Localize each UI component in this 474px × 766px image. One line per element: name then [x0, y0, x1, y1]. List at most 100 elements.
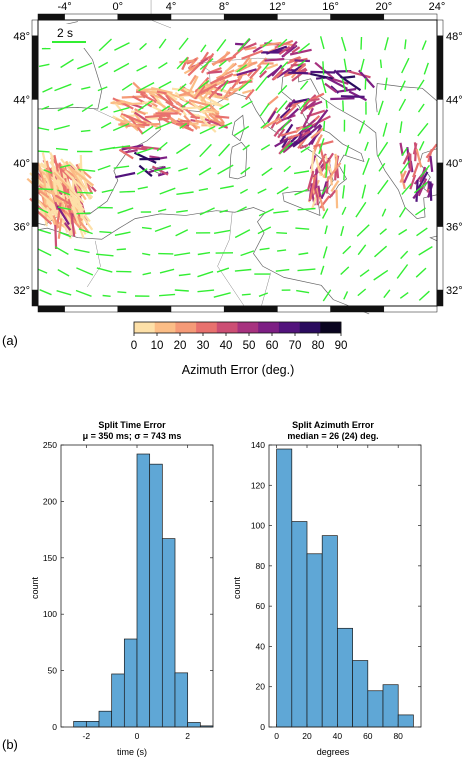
grid-stick-2-38.29999999999999	[137, 186, 148, 190]
stick-c4-32	[317, 185, 322, 198]
frame-bottom-seg	[223, 305, 278, 313]
stick-c3-52	[310, 98, 320, 102]
stick-c5-8	[258, 70, 268, 79]
grid-stick-2-33.1	[142, 272, 152, 276]
grid-stick-5-34.4	[174, 252, 191, 257]
stick-c3-7	[267, 95, 279, 106]
grid-stick-5-39.59999999999999	[178, 167, 188, 172]
y-tick-label: 40	[256, 641, 266, 651]
grid-stick-20-40.899999999999984	[377, 141, 389, 158]
hist-bar-2	[306, 553, 323, 728]
stick-c1-89	[135, 90, 146, 94]
stick-c6-5	[314, 61, 335, 80]
frame-top-seg	[64, 13, 119, 21]
grid-stick-18.5-42.19999999999998	[358, 120, 366, 134]
hist2-subtitle: median = 26 (24) deg.	[287, 431, 378, 441]
grid-stick-3.5-43.49999999999998	[161, 105, 171, 112]
histogram-1: -2 0 2 0 50 100 150 200 250	[43, 440, 214, 741]
grid-stick-8-42.19999999999998	[218, 122, 233, 130]
grid-stick-20-44.799999999999976	[384, 77, 388, 91]
stick-c9-6	[121, 145, 148, 151]
stick-c5-49	[274, 39, 294, 49]
grid-stick-0.5-34.4	[116, 248, 126, 251]
colorbar-tick-label: 60	[266, 340, 279, 352]
frame-right-seg	[436, 19, 444, 37]
stick-c5-28	[232, 47, 244, 58]
grid-stick-20-42.19999999999998	[382, 122, 388, 137]
border-3	[261, 272, 271, 307]
grid-stick-18.5-46.09999999999997	[359, 58, 365, 73]
grid-stick--2.5-35.699999999999996	[78, 228, 93, 235]
grid-stick-17-43.49999999999998	[342, 100, 344, 112]
stick-c5-45	[259, 41, 282, 47]
island-1	[231, 114, 245, 142]
lat-tick-label-right: 48°	[446, 31, 463, 43]
stick-c5-48	[282, 40, 298, 58]
y-tick-label: 0	[260, 722, 265, 732]
stick-c2-52	[228, 79, 237, 84]
grid-stick--1-33.1	[96, 267, 113, 273]
stick-c3-39	[284, 101, 292, 111]
grid-stick-5-40.899999999999984	[176, 143, 191, 155]
stick-c1-69	[210, 87, 229, 93]
colorbar-tick-label: 70	[289, 340, 302, 352]
grid-stick-0.5-31.8	[117, 291, 127, 294]
grid-stick-6.5-44.799999999999976	[198, 80, 210, 90]
grid-stick-8-44.799999999999976	[220, 80, 229, 92]
stick-c2-37	[181, 56, 190, 71]
stick-c3-44	[292, 98, 310, 104]
grid-stick-17-44.799999999999976	[341, 78, 347, 93]
x-tick-label: 2	[185, 731, 190, 741]
frame-right-seg	[436, 226, 444, 291]
stick-c5-23	[266, 68, 279, 79]
stick-c2-55	[199, 83, 218, 95]
grid-stick-12.5-36.99999999999999	[273, 210, 289, 214]
stick-c5-43	[297, 63, 306, 71]
stick-c2-32	[217, 79, 229, 90]
stick-c5-4	[242, 42, 257, 50]
grid-stick-18.5-39.59999999999999	[362, 157, 370, 175]
stick-c2-23	[189, 74, 197, 85]
stick-c5-1	[291, 68, 308, 82]
stick-c5-47	[241, 49, 263, 60]
grid-stick--1-38.29999999999999	[101, 189, 114, 193]
grid-stick-6.5-42.19999999999998	[199, 125, 216, 135]
grid-stick-20-47.39999999999997	[384, 37, 389, 51]
hist2-ylabel: count	[232, 576, 242, 599]
stick-c6-11	[310, 72, 335, 81]
frame-bottom-seg	[37, 305, 65, 313]
stick-c0-117	[76, 165, 92, 180]
hist-bar-0	[73, 721, 87, 728]
grid-stick-23-40.899999999999984	[418, 140, 425, 151]
hist1-ylabel: count	[30, 576, 40, 599]
panel-label-b: (b)	[2, 737, 18, 752]
grid-stick-23-36.99999999999999	[415, 207, 426, 216]
stick-c1-103	[212, 118, 225, 126]
hist-bar-4	[123, 638, 138, 728]
stick-c2-54	[179, 59, 195, 64]
stick-c6-17	[339, 75, 362, 92]
x-tick-label: 40	[333, 731, 343, 741]
grid-stick-20-38.29999999999999	[377, 179, 389, 195]
grid-stick--4-33.1	[57, 268, 70, 277]
y-tick-label: 250	[43, 440, 57, 450]
stick-c1-65	[138, 89, 159, 94]
hist1-subtitle: μ = 350 ms; σ = 743 ms	[83, 431, 182, 441]
stick-c2-41	[220, 62, 235, 77]
lon-tick-label: 8°	[219, 1, 230, 13]
grid-stick-0.5-35.699999999999996	[114, 231, 131, 236]
grid-stick-17-34.4	[342, 245, 352, 255]
y-tick-label: 60	[256, 601, 266, 611]
stick-c4-39	[326, 162, 342, 182]
frame-top-seg	[383, 13, 438, 21]
grid-stick-6.5-36.99999999999999	[199, 207, 215, 216]
colorbar-swatch-8	[299, 322, 321, 333]
stick-c4-4	[329, 175, 333, 186]
stick-c3-19	[313, 109, 329, 129]
grid-stick-2-42.19999999999998	[141, 125, 154, 135]
grid-stick--5.5-35.699999999999996	[37, 228, 52, 235]
scale-bar-label: 2 s	[57, 26, 73, 40]
stick-c0-149	[71, 207, 85, 239]
grid-stick-11-40.899999999999984	[260, 144, 271, 151]
